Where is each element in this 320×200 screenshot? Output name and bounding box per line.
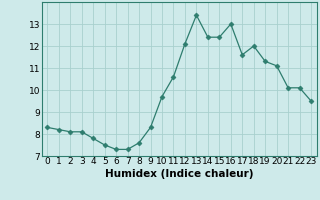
X-axis label: Humidex (Indice chaleur): Humidex (Indice chaleur) (105, 169, 253, 179)
